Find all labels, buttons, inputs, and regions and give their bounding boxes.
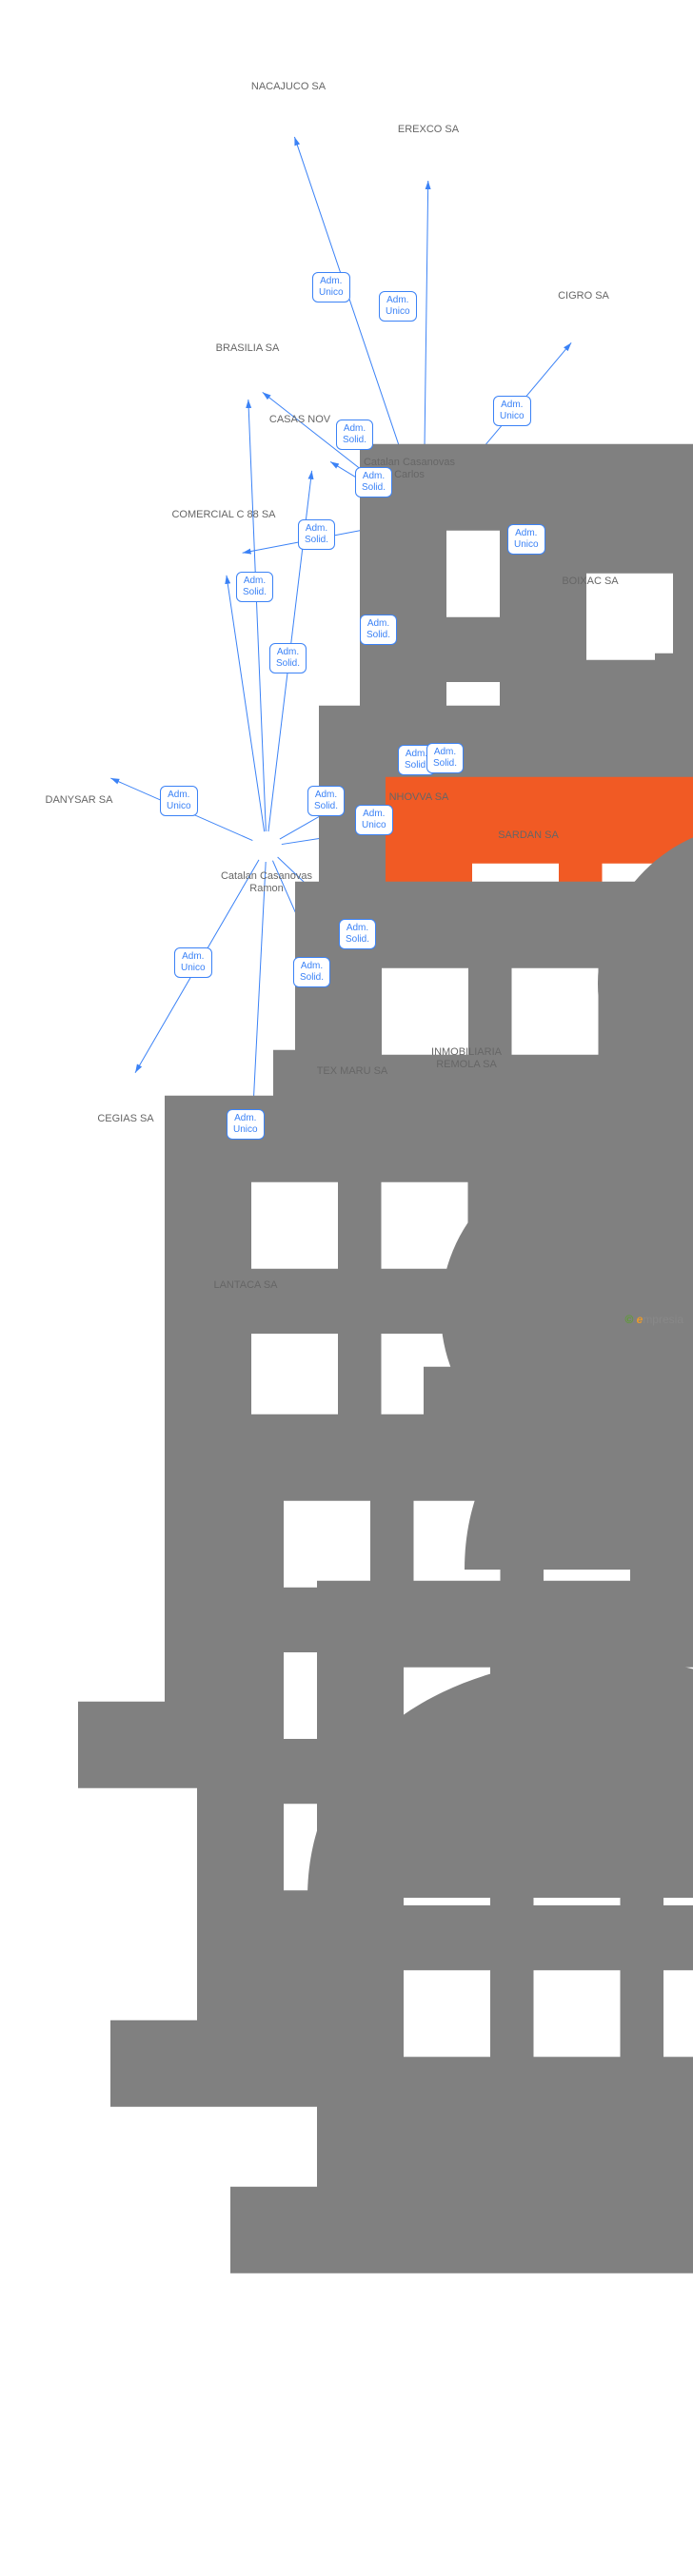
copyright: © xyxy=(624,1313,633,1326)
footer: © empresia xyxy=(624,1313,683,1326)
person-icon[interactable] xyxy=(254,832,693,2169)
network-diagram: NACAJUCO SA EREXCO SA CIGRO SA BRASILIA … xyxy=(0,0,693,1332)
brand-rest: mpresia xyxy=(643,1313,683,1326)
